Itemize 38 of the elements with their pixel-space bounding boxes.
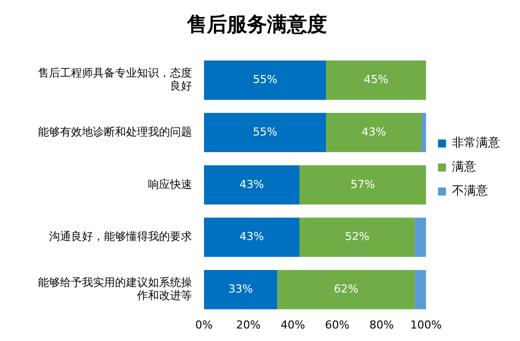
bar	[414, 218, 426, 257]
data-label: 57%	[350, 178, 375, 191]
x-tick-label: 0%	[195, 318, 213, 332]
bar	[326, 112, 422, 152]
data-label: 43%	[240, 230, 264, 244]
bar	[326, 60, 426, 100]
bar	[299, 165, 426, 205]
x-tick-label: 20%	[236, 318, 261, 332]
legend-label: 不满意	[452, 184, 488, 198]
x-tick-label: 40%	[280, 318, 306, 332]
y-tick-label: 能够给予我实用的建议如系统操作和改进等	[38, 276, 192, 302]
bar	[414, 270, 426, 310]
data-label: 45%	[364, 73, 388, 86]
legend-label: 满意	[452, 160, 476, 174]
legend-label: 非常满意	[452, 136, 500, 150]
x-tick-label: 100%	[410, 318, 442, 332]
bar	[422, 112, 426, 152]
bar	[277, 270, 415, 310]
bar	[204, 165, 300, 205]
data-label: 55%	[252, 73, 278, 86]
bar	[204, 270, 278, 310]
y-tick-label: 售后工程师具备专业知识，态度良好	[38, 66, 192, 93]
bar	[204, 218, 300, 257]
data-label: 52%	[344, 230, 370, 244]
bar	[204, 112, 326, 152]
x-tick-label: 60%	[324, 318, 350, 332]
bar	[299, 218, 415, 257]
y-tick-label: 能够有效地诊断和处理我的问题	[38, 125, 192, 138]
chart-title: 售后服务满意度	[186, 12, 327, 36]
y-tick-label: 响应快速	[148, 178, 192, 191]
data-label: 62%	[334, 282, 358, 296]
data-label: 43%	[240, 178, 264, 191]
y-tick-label: 沟通良好，能够懂得我的要求	[49, 230, 192, 244]
bar	[204, 60, 326, 100]
data-label: 33%	[228, 282, 253, 296]
data-label: 55%	[252, 125, 278, 138]
data-label: 43%	[362, 125, 386, 138]
x-tick-label: 80%	[369, 318, 394, 332]
